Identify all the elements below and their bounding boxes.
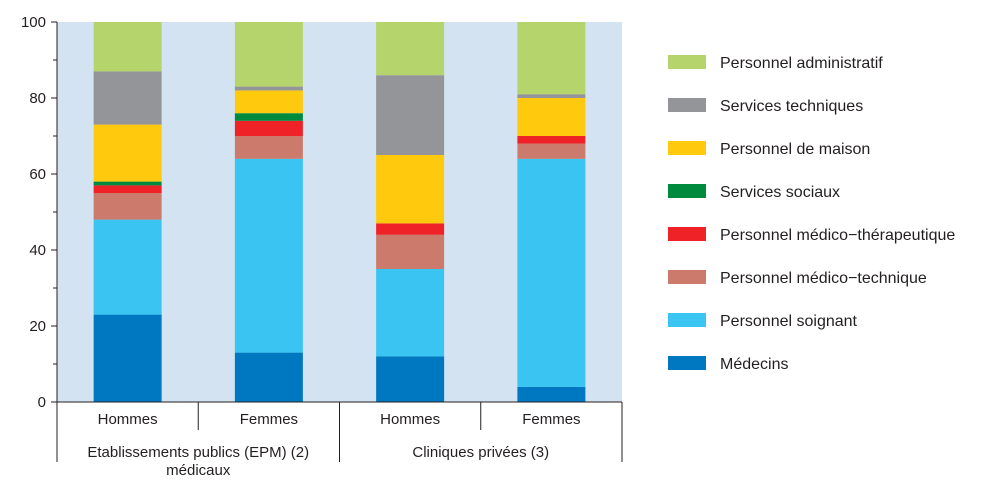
legend-label: Personnel médico−technique: [720, 270, 927, 287]
legend-label: Médecins: [720, 356, 788, 373]
bar-segment-1-4: [93, 185, 162, 193]
x-category-label: Hommes: [380, 411, 440, 428]
bar-segment-2-4: [234, 120, 303, 136]
y-tick-label: 40: [29, 242, 46, 259]
bar-segment-2-7: [234, 86, 303, 91]
bar-segment-1-2: [93, 219, 162, 315]
x-category-label: Femmes: [240, 411, 298, 428]
bar-segment-4-2: [517, 158, 586, 387]
bar-segment-1-1: [93, 314, 162, 402]
bar-segment-2-3: [234, 136, 303, 159]
bar-segment-1-7: [93, 71, 162, 125]
legend-swatch: [668, 313, 706, 327]
bar-segment-3-3: [376, 234, 445, 269]
legend-swatch: [668, 98, 706, 112]
legend-label: Personnel administratif: [720, 55, 883, 72]
y-tick-label: 80: [29, 90, 46, 107]
bar-segment-4-4: [517, 136, 586, 144]
bar-segment-3-7: [376, 75, 445, 155]
legend-label: Services techniques: [720, 98, 863, 115]
y-tick-label: 100: [21, 14, 46, 31]
legend-swatch: [668, 184, 706, 198]
bar-segment-2-6: [234, 90, 303, 114]
bar-segment-4-7: [517, 94, 586, 98]
bar-segment-1-3: [93, 193, 162, 220]
bar-segment-4-8: [517, 22, 586, 95]
legend-label: Personnel soignant: [720, 313, 858, 330]
bar-segment-1-5: [93, 181, 162, 186]
x-category-label: Femmes: [522, 411, 580, 428]
x-group-label: Cliniques privées (3): [412, 444, 549, 461]
bar-segment-3-6: [376, 155, 445, 224]
y-tick-label: 20: [29, 318, 46, 335]
y-axis: 0 20 40 60 80 100: [21, 14, 58, 411]
bar-segment-2-2: [234, 158, 303, 353]
legend-swatch: [668, 55, 706, 69]
bar-segment-1-8: [93, 22, 162, 72]
bar-segment-2-5: [234, 113, 303, 121]
legend-swatch: [668, 141, 706, 155]
legend-swatch: [668, 227, 706, 241]
bar-segment-4-1: [517, 386, 586, 402]
y-tick-label: 60: [29, 166, 46, 183]
bar-segment-2-8: [234, 22, 303, 87]
y-tick-label: 0: [38, 394, 46, 411]
bar-segment-3-8: [376, 22, 445, 76]
bar-segment-4-3: [517, 143, 586, 159]
legend-label: Personnel médico−thérapeutique: [720, 227, 955, 244]
bar-segment-3-4: [376, 223, 445, 235]
bar-segment-4-6: [517, 98, 586, 136]
x-category-label: Hommes: [98, 411, 158, 428]
legend-swatch: [668, 270, 706, 284]
bar-segment-3-2: [376, 269, 445, 357]
x-group-label: Etablissements publics (EPM) (2) médicaux: [87, 444, 309, 477]
x-axis: Hommes Femmes Hommes Femmes Etablissements p…: [56, 401, 623, 479]
legend-label: Personnel de maison: [720, 141, 870, 158]
bar-segment-2-1: [234, 352, 303, 402]
bars: [93, 22, 586, 402]
legend-label: Services sociaux: [720, 184, 840, 201]
bar-segment-3-1: [376, 356, 445, 402]
legend-swatch: [668, 356, 706, 370]
legend: Personnel administratif Services techniqu…: [668, 55, 955, 373]
bar-segment-1-6: [93, 124, 162, 182]
